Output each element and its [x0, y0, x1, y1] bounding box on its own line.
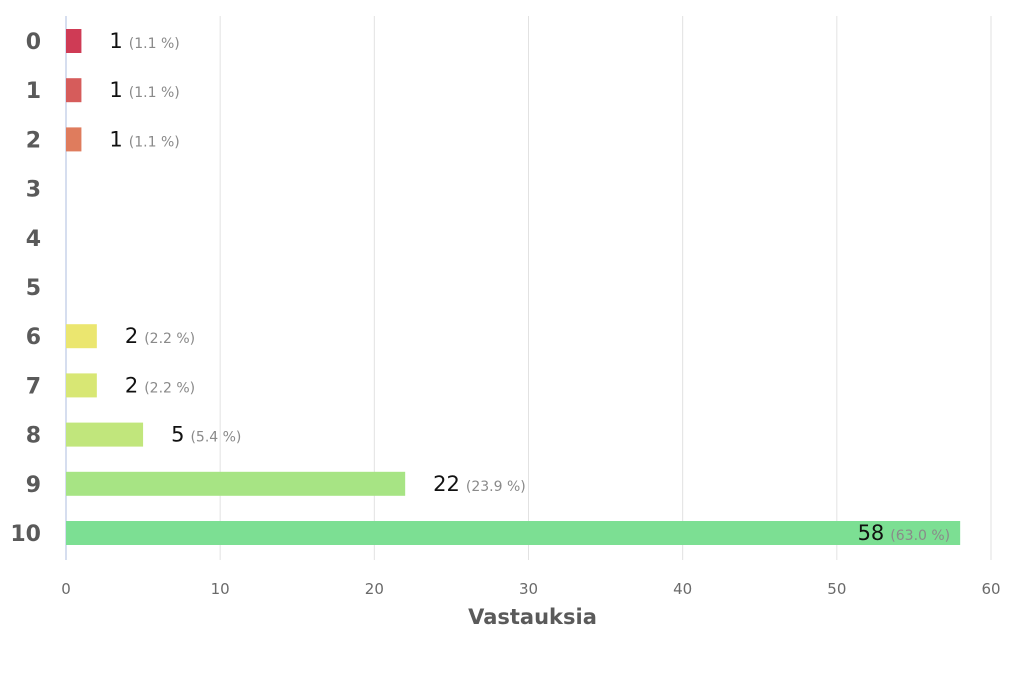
data-label: 1 (1.1 %): [109, 29, 179, 53]
grid-lines: [219, 16, 992, 560]
x-tick-label: 50: [827, 580, 846, 598]
bar-6: [66, 324, 97, 349]
data-label-value: 1: [109, 29, 122, 53]
bar-7: [66, 373, 97, 398]
bars: [66, 29, 961, 545]
x-axis-title: Vastauksia: [468, 605, 597, 629]
category-label: 8: [26, 424, 41, 449]
category-labels: 0 1 2 3 4 5 6 7 8 9 10: [10, 30, 41, 547]
data-label: 2 (2.2 %): [125, 324, 195, 348]
x-tick-label: 60: [981, 580, 1000, 598]
x-tick-label: 0: [61, 580, 71, 598]
data-label-percent: (63.0 %): [890, 528, 950, 544]
data-label: 22 (23.9 %): [433, 472, 526, 496]
data-label-percent: (23.9 %): [466, 479, 526, 495]
data-label: 1 (1.1 %): [109, 127, 179, 151]
bar-10: [66, 521, 961, 545]
bar-8: [66, 422, 144, 447]
category-label: 4: [26, 227, 41, 252]
category-label: 1: [26, 79, 41, 104]
category-label: 9: [26, 473, 41, 498]
data-label-value: 5: [171, 423, 184, 447]
bar-2: [66, 127, 82, 152]
x-tick-label: 40: [673, 580, 692, 598]
category-label: 3: [26, 178, 41, 203]
data-label-percent: (2.2 %): [144, 331, 195, 347]
data-label-percent: (1.1 %): [129, 36, 180, 52]
data-label-value: 2: [125, 373, 138, 397]
data-label-percent: (5.4 %): [190, 430, 241, 446]
data-label-percent: (1.1 %): [129, 134, 180, 150]
value-labels: 1 (1.1 %) 1 (1.1 %) 1 (1.1 %) 2 (2.2 %) 2 (2.2 %)…: [109, 29, 950, 545]
data-label: 58 (63.0 %): [858, 521, 951, 545]
data-label-value: 22: [433, 472, 460, 496]
x-tick-label: 30: [519, 580, 538, 598]
category-label: 7: [26, 374, 41, 399]
data-label: 5 (5.4 %): [171, 423, 241, 447]
bar-1: [66, 78, 82, 103]
bar-9: [66, 471, 406, 496]
data-label-value: 1: [109, 78, 122, 102]
data-label-value: 1: [109, 127, 122, 151]
x-tick-label: 20: [365, 580, 384, 598]
data-label-percent: (1.1 %): [129, 85, 180, 101]
category-label: 10: [10, 522, 41, 547]
category-label: 6: [26, 325, 41, 350]
data-label-percent: (2.2 %): [144, 380, 195, 396]
category-label: 2: [26, 128, 41, 153]
data-label-value: 2: [125, 324, 138, 348]
bar-0: [66, 29, 82, 53]
category-label: 0: [26, 30, 41, 55]
category-label: 5: [26, 276, 41, 301]
data-label-value: 58: [858, 521, 885, 545]
data-label: 1 (1.1 %): [109, 78, 179, 102]
x-tick-labels: 0 10 20 30 40 50 60: [61, 580, 1000, 598]
x-tick-label: 10: [211, 580, 230, 598]
data-label: 2 (2.2 %): [125, 373, 195, 397]
